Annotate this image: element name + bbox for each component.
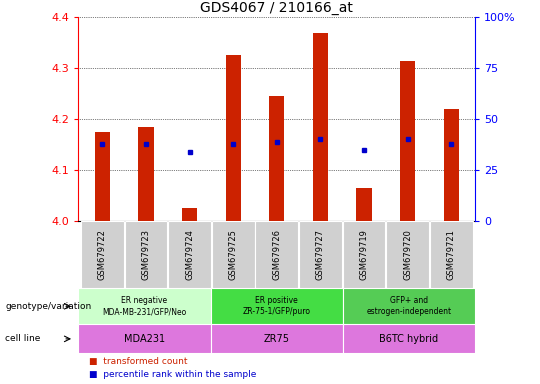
Bar: [125, 221, 167, 288]
Text: GSM679725: GSM679725: [228, 229, 238, 280]
Bar: [211, 324, 343, 353]
Bar: [269, 96, 285, 221]
Text: ■  percentile rank within the sample: ■ percentile rank within the sample: [89, 371, 256, 379]
Bar: [81, 221, 124, 288]
Bar: [342, 221, 386, 288]
Text: ZR75: ZR75: [264, 334, 290, 344]
Text: GSM679722: GSM679722: [98, 229, 107, 280]
Bar: [138, 127, 153, 221]
Text: GSM679727: GSM679727: [316, 229, 325, 280]
Text: genotype/variation: genotype/variation: [5, 302, 92, 311]
Bar: [443, 109, 459, 221]
Bar: [313, 33, 328, 221]
Text: B6TC hybrid: B6TC hybrid: [380, 334, 438, 344]
Bar: [168, 221, 211, 288]
Text: ER negative
MDA-MB-231/GFP/Neo: ER negative MDA-MB-231/GFP/Neo: [102, 296, 187, 316]
Title: GDS4067 / 210166_at: GDS4067 / 210166_at: [200, 1, 353, 15]
Text: GSM679720: GSM679720: [403, 229, 412, 280]
Text: GSM679726: GSM679726: [272, 229, 281, 280]
Text: ■  transformed count: ■ transformed count: [89, 358, 187, 366]
Text: ER positive
ZR-75-1/GFP/puro: ER positive ZR-75-1/GFP/puro: [243, 296, 310, 316]
Bar: [430, 221, 472, 288]
Bar: [255, 221, 298, 288]
Text: GSM679719: GSM679719: [360, 229, 368, 280]
Bar: [182, 208, 197, 221]
Bar: [356, 188, 372, 221]
Bar: [343, 288, 475, 324]
Text: GSM679724: GSM679724: [185, 229, 194, 280]
Text: MDA231: MDA231: [124, 334, 165, 344]
Text: GSM679721: GSM679721: [447, 229, 456, 280]
Text: cell line: cell line: [5, 334, 41, 343]
Bar: [212, 221, 254, 288]
Bar: [78, 288, 211, 324]
Bar: [226, 55, 241, 221]
Text: GFP+ and
estrogen-independent: GFP+ and estrogen-independent: [367, 296, 451, 316]
Bar: [386, 221, 429, 288]
Bar: [343, 324, 475, 353]
Text: GSM679723: GSM679723: [141, 229, 151, 280]
Bar: [211, 288, 343, 324]
Bar: [78, 324, 211, 353]
Bar: [400, 61, 415, 221]
Bar: [299, 221, 342, 288]
Bar: [94, 132, 110, 221]
